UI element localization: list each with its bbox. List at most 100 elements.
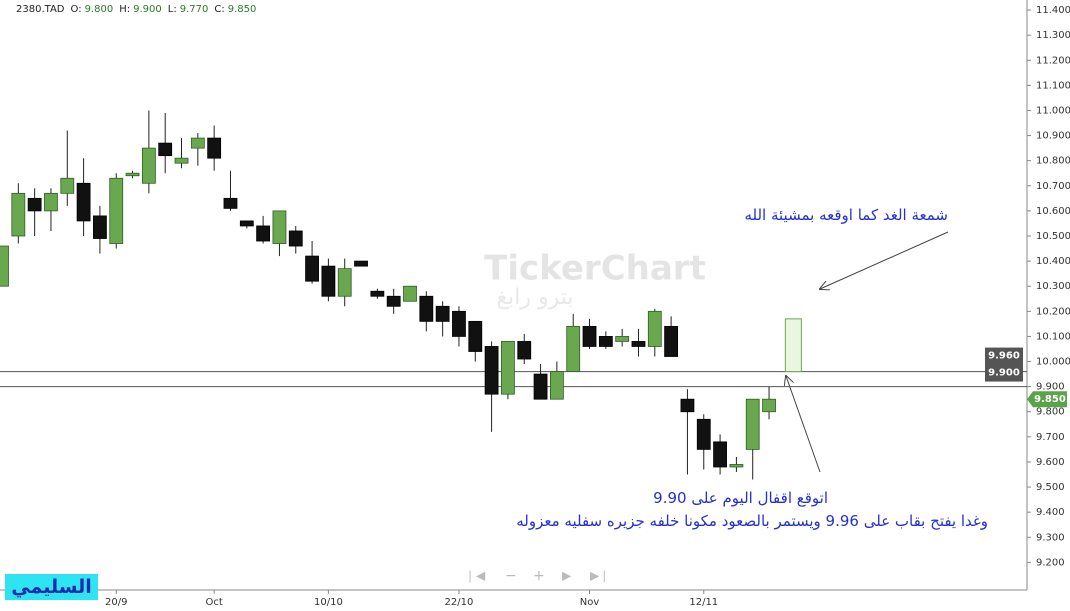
y-tick-label: 9.600 xyxy=(1036,457,1065,468)
ohlc-value: 9.800 xyxy=(84,4,114,15)
candle-body xyxy=(125,172,140,177)
candle-body xyxy=(664,325,679,357)
x-tick-label: Nov xyxy=(580,597,600,608)
candle-body xyxy=(419,295,434,322)
candle-body xyxy=(109,177,124,244)
candle-body xyxy=(615,336,630,342)
ohlc-label: H: xyxy=(119,4,131,15)
candle-body xyxy=(370,290,385,297)
candle-body xyxy=(566,325,581,372)
last-price-tag xyxy=(1027,391,1067,408)
ohlc-value: 9.770 xyxy=(179,4,209,15)
y-tick-label: 10.400 xyxy=(1036,256,1070,267)
y-tick-label: 10.500 xyxy=(1036,231,1070,242)
candle-body xyxy=(713,441,727,468)
watermark-name: بترو رابغ xyxy=(496,285,573,310)
candle-body xyxy=(223,197,238,209)
ohlc-label: O: xyxy=(70,4,82,15)
candle-body xyxy=(533,373,548,400)
y-tick-label: 10.300 xyxy=(1036,281,1070,292)
arrow xyxy=(820,231,949,289)
candle-body xyxy=(141,147,156,184)
svg-text:◀: ◀ xyxy=(476,569,486,583)
candle-body xyxy=(452,310,466,337)
candle-body xyxy=(207,137,222,159)
annotation: وغدا يفتح بقاب على 9.96 ويستمر بالصعود م… xyxy=(516,512,988,530)
candle-body xyxy=(288,230,303,247)
arrow xyxy=(786,376,821,473)
candle-body xyxy=(44,192,58,212)
y-tick-label: 9.900 xyxy=(1036,382,1065,393)
x-tick-label: 20/9 xyxy=(105,597,127,608)
candle-body xyxy=(11,192,26,237)
candle-body xyxy=(0,245,9,287)
y-tick-label: 10.200 xyxy=(1036,306,1070,317)
candle-body xyxy=(696,418,711,450)
y-tick-label: 10.000 xyxy=(1036,357,1070,368)
candle-body xyxy=(647,310,662,347)
candle-body xyxy=(76,182,91,222)
candle-body xyxy=(598,336,613,347)
ohlc-label: C: xyxy=(214,4,225,15)
candle-body xyxy=(239,220,254,227)
ohlc-value: 9.900 xyxy=(133,4,162,15)
x-tick-label: 12/11 xyxy=(689,597,718,608)
candle-body xyxy=(158,142,173,157)
y-tick-label: 9.400 xyxy=(1036,507,1065,518)
y-tick-label: 11.100 xyxy=(1036,80,1070,91)
y-tick-label: 10.600 xyxy=(1036,206,1070,217)
y-tick-label: 9.500 xyxy=(1036,482,1065,493)
forecast-candle xyxy=(784,318,802,373)
candle-body xyxy=(745,398,760,450)
candle-body xyxy=(93,215,107,239)
watermark-brand: TickerChart xyxy=(484,249,706,289)
candle-body xyxy=(60,177,75,194)
candle-body xyxy=(729,464,744,468)
candle-body xyxy=(354,260,368,267)
candle-body xyxy=(435,305,450,322)
x-tick-label: 10/10 xyxy=(314,597,343,608)
candle-body xyxy=(501,341,515,395)
svg-text:−: − xyxy=(505,568,517,584)
signature: السليمي xyxy=(5,574,98,600)
header: 2380.TAD O: 9.800 H: 9.900 L: 9.770 C: 9.850 xyxy=(16,4,262,15)
candle-body xyxy=(549,371,564,400)
candle-body xyxy=(403,285,417,302)
ohlc-value: 9.850 xyxy=(227,4,257,15)
y-tick-label: 10.900 xyxy=(1036,131,1070,142)
symbol: 2380.TAD xyxy=(16,4,65,15)
price-box xyxy=(985,347,1023,382)
y-tick-label: 10.100 xyxy=(1036,331,1070,342)
y-tick-label: 9.700 xyxy=(1036,432,1065,443)
annotation: اتوقع اقفال اليوم على 9.90 xyxy=(653,489,828,507)
price-line-label: 9.900 xyxy=(988,368,1020,379)
y-tick-label: 11.300 xyxy=(1036,30,1070,41)
candle-body xyxy=(762,398,776,413)
candle-body xyxy=(517,341,532,360)
x-tick-label: Oct xyxy=(206,597,223,608)
candle-body xyxy=(386,295,401,307)
candle-body xyxy=(484,346,499,395)
nav-icons: ❘ ◀ − + ▶ ▶❘ xyxy=(465,568,609,584)
y-tick-label: 9.200 xyxy=(1036,557,1065,568)
svg-text:▶❘: ▶❘ xyxy=(590,569,609,583)
y-tick-label: 9.800 xyxy=(1036,407,1065,418)
candle-body xyxy=(305,255,319,282)
price-line-label: 9.960 xyxy=(988,351,1020,362)
y-tick-label: 11.000 xyxy=(1036,105,1070,116)
svg-text:+: + xyxy=(533,568,545,584)
y-tick-label: 9.300 xyxy=(1036,532,1065,543)
candle-body xyxy=(680,398,695,413)
y-tick-label: 10.800 xyxy=(1036,156,1070,167)
x-tick-label: 22/10 xyxy=(445,597,474,608)
candle-body xyxy=(27,197,42,212)
svg-text:▶: ▶ xyxy=(562,569,572,583)
candle-body xyxy=(468,320,483,352)
candle-body xyxy=(272,210,287,244)
svg-text:❘: ❘ xyxy=(465,569,475,583)
candle-body xyxy=(321,265,336,297)
candle-body xyxy=(582,325,597,347)
ohlc-label: L: xyxy=(167,4,177,15)
